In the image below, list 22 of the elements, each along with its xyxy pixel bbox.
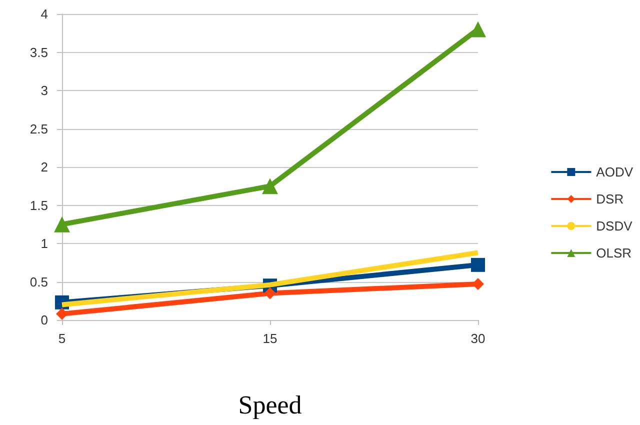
legend-label: DSDV (596, 218, 633, 234)
point (471, 258, 485, 272)
y-tick-label: 1 (40, 236, 48, 251)
y-tick-label: 0.5 (30, 274, 48, 290)
y-tick-label: 1.5 (30, 198, 48, 213)
legend-label: DSR (596, 192, 624, 206)
point (54, 216, 70, 232)
point (262, 178, 278, 194)
x-tick-label: 30 (470, 331, 486, 346)
x-axis-title: Speed (238, 390, 302, 420)
point (264, 287, 276, 300)
y-tick-label: 2 (40, 160, 48, 174)
x-tick-label: 5 (58, 331, 66, 346)
x-tick-label: 15 (262, 331, 278, 346)
legend-label: OLSR (596, 246, 632, 260)
y-tick-label: 3.5 (30, 44, 48, 60)
y-tick-label: 2.5 (30, 121, 48, 136)
y-tick-label: 4 (40, 6, 48, 22)
point (470, 21, 486, 38)
y-tick-label: 0 (40, 312, 48, 328)
y-tick-label: 3 (40, 83, 48, 98)
legend-label: AODV (596, 164, 634, 180)
